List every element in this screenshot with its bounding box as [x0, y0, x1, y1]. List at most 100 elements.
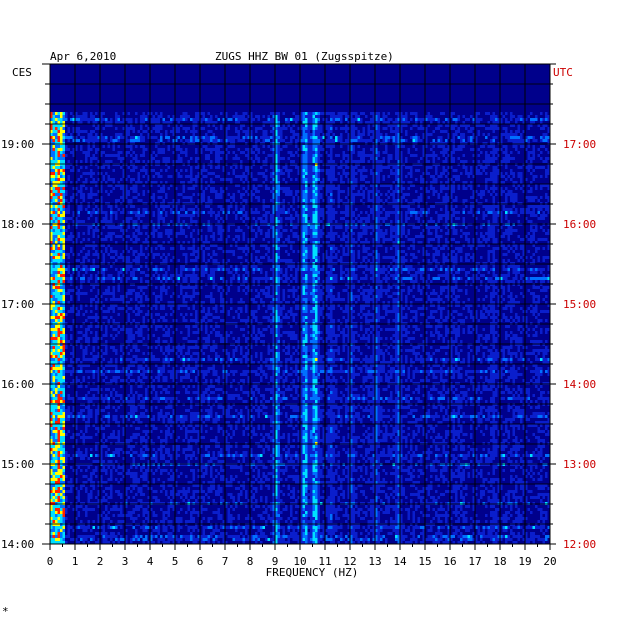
heatmap-cell [220, 217, 223, 220]
heatmap-cell [117, 115, 120, 118]
heatmap-cell [242, 199, 245, 202]
heatmap-cell [60, 151, 63, 154]
heatmap-cell [122, 196, 125, 199]
heatmap-cell [330, 151, 333, 154]
heatmap-cell [317, 151, 320, 154]
heatmap-cell [375, 196, 378, 199]
heatmap-cell [337, 172, 340, 175]
heatmap-cell [355, 172, 358, 175]
heatmap-cell [500, 148, 503, 151]
heatmap-cell [322, 181, 325, 184]
heatmap-cell [465, 226, 468, 229]
heatmap-cell [395, 118, 398, 121]
heatmap-cell [547, 166, 550, 169]
heatmap-cell [530, 241, 533, 244]
heatmap-cell [380, 169, 383, 172]
heatmap-cell [307, 196, 310, 199]
heatmap-cell [340, 238, 343, 241]
heatmap-cell [197, 157, 200, 160]
heatmap-cell [237, 238, 240, 241]
heatmap-cell [57, 127, 60, 130]
heatmap-cell [357, 145, 360, 148]
heatmap-cell [452, 175, 455, 178]
heatmap-cell [337, 193, 340, 196]
heatmap-cell [272, 160, 275, 163]
heatmap-cell [72, 235, 75, 238]
heatmap-cell [172, 127, 175, 130]
heatmap-cell [517, 118, 520, 121]
heatmap-cell [387, 136, 390, 139]
heatmap-cell [265, 235, 268, 238]
heatmap-cell [482, 169, 485, 172]
heatmap-cell [427, 133, 430, 136]
heatmap-cell [95, 244, 98, 247]
heatmap-cell [267, 136, 270, 139]
heatmap-cell [360, 136, 363, 139]
heatmap-cell [292, 226, 295, 229]
heatmap-cell [227, 151, 230, 154]
heatmap-cell [167, 115, 170, 118]
heatmap-cell [102, 178, 105, 181]
heatmap-cell [87, 148, 90, 151]
heatmap-cell [150, 232, 153, 235]
heatmap-cell [315, 199, 318, 202]
heatmap-cell [282, 205, 285, 208]
heatmap-cell [400, 136, 403, 139]
heatmap-cell [317, 118, 320, 121]
heatmap-cell [400, 184, 403, 187]
heatmap-cell [447, 241, 450, 244]
heatmap-cell [110, 124, 113, 127]
heatmap-cell [110, 226, 113, 229]
heatmap-cell [127, 175, 130, 178]
heatmap-cell [190, 166, 193, 169]
heatmap-cell [312, 169, 315, 172]
heatmap-cell [245, 169, 248, 172]
heatmap-cell [505, 160, 508, 163]
heatmap-cell [437, 250, 440, 253]
heatmap-cell [290, 193, 293, 196]
heatmap-cell [77, 220, 80, 223]
heatmap-cell [162, 199, 165, 202]
heatmap-cell [137, 238, 140, 241]
heatmap-cell [402, 118, 405, 121]
heatmap-cell [347, 136, 350, 139]
heatmap-cell [430, 220, 433, 223]
heatmap-cell [415, 190, 418, 193]
heatmap-cell [110, 211, 113, 214]
heatmap-cell [312, 127, 315, 130]
heatmap-cell [495, 220, 498, 223]
heatmap-cell [92, 172, 95, 175]
heatmap-cell [425, 244, 428, 247]
heatmap-cell [182, 127, 185, 130]
heatmap-cell [317, 136, 320, 139]
heatmap-cell [327, 235, 330, 238]
heatmap-cell [517, 130, 520, 133]
heatmap-cell [385, 193, 388, 196]
heatmap-cell [347, 115, 350, 118]
heatmap-cell [512, 229, 515, 232]
heatmap-cell [70, 118, 73, 121]
heatmap-cell [400, 199, 403, 202]
heatmap-cell [220, 226, 223, 229]
heatmap-cell [417, 226, 420, 229]
heatmap-cell [250, 166, 253, 169]
heatmap-cell [447, 211, 450, 214]
heatmap-cell [60, 166, 63, 169]
heatmap-cell [310, 121, 313, 124]
heatmap-cell [125, 193, 128, 196]
heatmap-cell [440, 184, 443, 187]
heatmap-cell [522, 208, 525, 211]
heatmap-cell [265, 175, 268, 178]
heatmap-cell [277, 199, 280, 202]
heatmap-cell [142, 193, 145, 196]
heatmap-cell [75, 226, 78, 229]
heatmap-cell [277, 220, 280, 223]
heatmap-cell [325, 121, 328, 124]
heatmap-cell [307, 190, 310, 193]
heatmap-cell [542, 118, 545, 121]
heatmap-cell [187, 214, 190, 217]
heatmap-cell [207, 241, 210, 244]
heatmap-cell [52, 196, 55, 199]
heatmap-cell [187, 226, 190, 229]
heatmap-cell [202, 166, 205, 169]
